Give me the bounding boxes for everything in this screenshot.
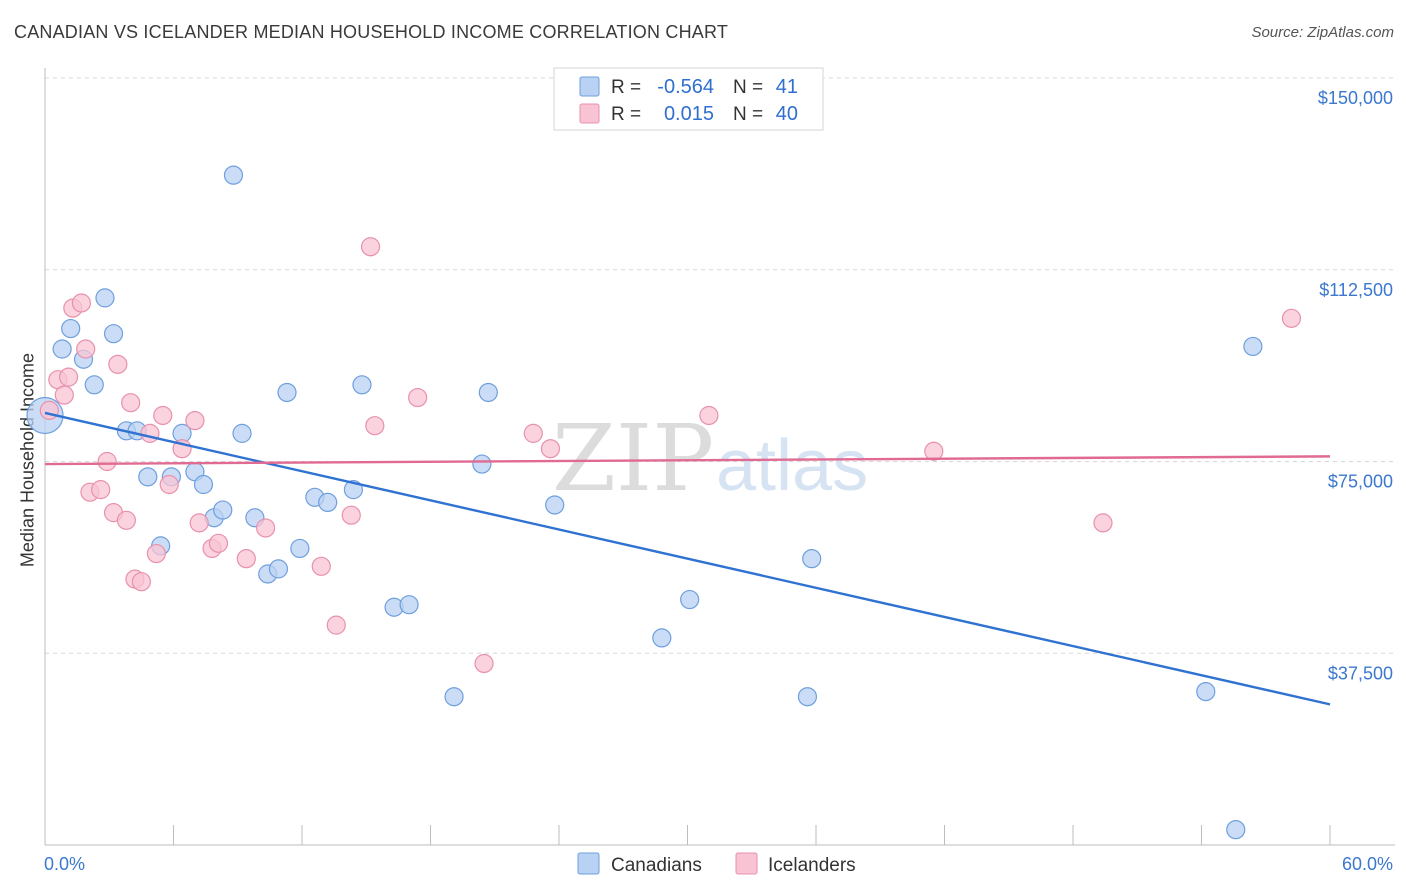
point-icelanders xyxy=(474,653,494,674)
axes xyxy=(44,68,1395,846)
point-canadians xyxy=(652,628,672,648)
point-canadians xyxy=(193,474,214,495)
point-icelanders xyxy=(341,505,361,525)
x-tick-label-min: 0.0% xyxy=(44,854,85,874)
point-icelanders xyxy=(116,510,136,530)
point-icelanders xyxy=(311,556,331,576)
point-canadians xyxy=(802,549,822,569)
point-canadians xyxy=(268,559,289,579)
point-canadians xyxy=(352,375,372,395)
point-icelanders xyxy=(540,439,561,459)
point-canadians xyxy=(138,467,158,487)
point-icelanders xyxy=(121,393,141,413)
point-icelanders xyxy=(97,451,117,472)
point-icelanders xyxy=(360,237,381,257)
point-canadians xyxy=(680,589,700,610)
point-canadians xyxy=(1196,681,1216,702)
point-canadians xyxy=(52,339,72,359)
legend-n-label-icelanders: N = xyxy=(733,104,763,125)
point-icelanders xyxy=(408,387,428,408)
point-icelanders xyxy=(326,615,346,635)
point-canadians xyxy=(223,165,244,185)
series-legend-label-canadians: Canadians xyxy=(611,855,702,876)
point-icelanders xyxy=(208,533,229,553)
point-canadians xyxy=(478,382,498,403)
point-canadians xyxy=(472,454,492,474)
point-icelanders xyxy=(255,518,276,538)
point-icelanders xyxy=(54,385,74,405)
point-icelanders xyxy=(140,423,160,443)
y-tick-label: $75,000 xyxy=(1328,472,1393,492)
watermark-atlas: atlas xyxy=(716,426,868,506)
legend-swatch-icelanders xyxy=(579,103,600,124)
legend-r-label-icelanders: R = xyxy=(611,104,641,125)
source-label: Source: ZipAtlas.com xyxy=(1251,24,1394,41)
point-canadians xyxy=(444,687,464,707)
point-icelanders xyxy=(71,293,92,313)
point-icelanders xyxy=(365,416,385,436)
point-canadians xyxy=(1243,336,1263,357)
point-icelanders xyxy=(924,441,944,461)
point-icelanders xyxy=(153,405,173,426)
point-canadians xyxy=(277,382,297,403)
watermark: ZIP atlas xyxy=(552,405,868,512)
point-icelanders xyxy=(185,410,205,431)
point-icelanders xyxy=(1281,308,1302,328)
point-canadians xyxy=(290,538,310,559)
legend-swatch-canadians xyxy=(579,76,600,97)
point-icelanders xyxy=(39,400,59,420)
point-icelanders xyxy=(58,367,79,387)
legend-r-value-canadians: -0.564 xyxy=(657,76,714,98)
point-canadians xyxy=(61,318,81,339)
point-canadians xyxy=(1226,820,1246,840)
point-icelanders xyxy=(159,474,179,495)
point-icelanders xyxy=(76,339,96,359)
point-canadians xyxy=(213,500,233,520)
point-icelanders xyxy=(91,480,111,500)
series-legend-swatch-canadians xyxy=(577,852,600,875)
point-canadians xyxy=(232,423,252,443)
point-icelanders xyxy=(108,354,128,374)
point-canadians xyxy=(545,495,565,515)
trend-line-canadians xyxy=(44,411,1331,706)
point-canadians xyxy=(95,288,115,308)
point-icelanders xyxy=(523,423,543,443)
legend-n-label-canadians: N = xyxy=(733,77,763,98)
point-icelanders xyxy=(236,549,256,569)
point-icelanders xyxy=(131,572,151,592)
chart-title: CANADIAN VS ICELANDER MEDIAN HOUSEHOLD I… xyxy=(14,22,729,42)
x-tick-label-max: 60.0% xyxy=(1342,854,1393,874)
y-tick-label: $112,500 xyxy=(1319,280,1393,300)
point-icelanders xyxy=(189,513,209,533)
point-canadians xyxy=(318,492,338,513)
y-tick-label: $37,500 xyxy=(1328,663,1393,683)
legend-n-value-canadians: 41 xyxy=(776,76,798,98)
y-tick-label: $150,000 xyxy=(1318,88,1393,108)
point-canadians xyxy=(84,375,104,395)
point-icelanders xyxy=(699,405,719,426)
point-icelanders xyxy=(1093,513,1113,533)
tick-labels: $37,500 $75,000 $112,500 $150,000 0.0% 60.0% xyxy=(44,88,1393,874)
series-legend-swatch-icelanders xyxy=(735,852,758,875)
legend-r-value-icelanders: 0.015 xyxy=(664,103,714,125)
point-canadians xyxy=(103,324,124,344)
trend-lines xyxy=(44,411,1331,706)
legend: R = -0.564 N = 41 R = 0.015 N = 40 xyxy=(553,67,824,131)
legend-r-label-canadians: R = xyxy=(611,77,641,98)
watermark-zip: ZIP xyxy=(552,405,714,512)
point-icelanders xyxy=(146,543,166,564)
point-canadians xyxy=(797,687,818,707)
series-legend: Canadians Icelanders xyxy=(577,852,856,876)
series-legend-label-icelanders: Icelanders xyxy=(768,855,856,876)
trend-line-icelanders xyxy=(44,455,1331,466)
point-canadians xyxy=(399,595,419,615)
legend-n-value-icelanders: 40 xyxy=(776,103,798,125)
